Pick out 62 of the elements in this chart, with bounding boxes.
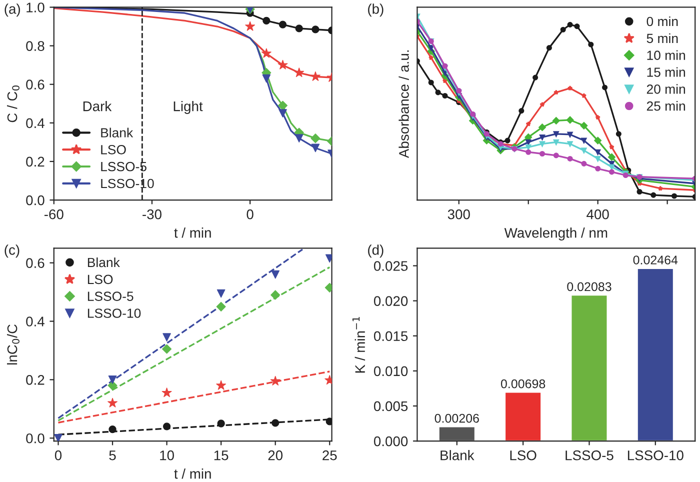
x-tick-label: 0 xyxy=(246,209,254,220)
chart-title: (d) xyxy=(368,244,384,258)
y-axis-title: K / min$^{−1}$ xyxy=(352,316,366,373)
y-tick-label: 0.005 xyxy=(374,401,408,412)
data-label: 0.00206 xyxy=(434,414,479,423)
x-tick-label: 20 xyxy=(268,450,283,460)
data-label: 0.02083 xyxy=(567,282,612,292)
chart-title: (c) xyxy=(4,244,20,258)
x-tick-label: 25 xyxy=(322,450,337,460)
x-tick-label: 10 xyxy=(160,450,174,460)
legend-label: 25 min xyxy=(646,101,686,111)
x-tick-label: -60 xyxy=(44,209,64,220)
legend-label: LSO xyxy=(88,274,113,284)
y-tick-label: 0.020 xyxy=(374,296,408,306)
legend-label: LSO xyxy=(101,145,126,154)
legend-label: Blank xyxy=(88,257,120,268)
x-tick-label: 300 xyxy=(448,209,470,220)
legend-label: 15 min xyxy=(647,67,686,77)
y-tick-label: 0.0 xyxy=(26,433,44,444)
y-tick-label: 0.2 xyxy=(26,156,44,167)
y-axis-title: Absorbance / a.u. xyxy=(398,50,409,158)
y-tick-label: 0.000 xyxy=(374,436,408,446)
x-axis-title: Wavelength / nm xyxy=(504,228,608,241)
annotation: Light xyxy=(174,101,203,114)
y-axis-title: C / C$_{0}$ xyxy=(6,86,20,122)
x-axis-title: t / min xyxy=(174,468,211,479)
chart-title: (a) xyxy=(4,4,20,17)
x-tick-label: 5 xyxy=(109,450,116,460)
legend-label: LSSO-5 xyxy=(101,162,146,172)
data-label: 0.00698 xyxy=(500,379,546,388)
legend-label: LSSO-10 xyxy=(101,178,154,188)
legend-label: Blank xyxy=(101,128,134,138)
data-label: 0.02464 xyxy=(633,256,678,264)
x-tick-label: Blank xyxy=(440,450,474,460)
x-tick-label: LSSO-5 xyxy=(566,450,614,460)
y-tick-label: 0.015 xyxy=(374,331,408,342)
annotation: Dark xyxy=(83,101,112,112)
x-tick-label: 400 xyxy=(586,209,609,220)
legend-label: 10 min xyxy=(647,50,686,60)
x-axis-title: t / min xyxy=(174,228,211,238)
chart-title: (b) xyxy=(368,4,384,17)
x-tick-label: 15 xyxy=(214,450,228,460)
x-tick-label: LSO xyxy=(510,450,536,460)
y-tick-label: 0.4 xyxy=(26,118,44,128)
legend-label: 5 min xyxy=(646,33,678,44)
x-tick-label: 0 xyxy=(54,450,62,460)
y-tick-label: 0.025 xyxy=(374,261,408,271)
y-tick-label: 0.2 xyxy=(26,375,44,385)
y-tick-label: 0.8 xyxy=(26,41,44,51)
legend-label: LSSO-5 xyxy=(88,292,134,301)
y-axis-title: lnC$_{0}$/C xyxy=(6,324,20,364)
y-tick-label: 0.6 xyxy=(26,258,44,268)
legend-label: 0 min xyxy=(646,16,678,26)
legend-label: 20 min xyxy=(646,84,686,94)
legend-label: LSSO-10 xyxy=(88,308,141,318)
y-tick-label: 0.0 xyxy=(26,195,44,206)
x-tick-label: -30 xyxy=(142,209,162,220)
y-tick-label: 0.6 xyxy=(26,80,44,90)
x-tick-label: LSSO-10 xyxy=(628,450,684,460)
y-tick-label: 1.0 xyxy=(26,2,44,12)
y-tick-label: 0.4 xyxy=(26,316,44,326)
y-tick-label: 0.010 xyxy=(374,366,408,376)
